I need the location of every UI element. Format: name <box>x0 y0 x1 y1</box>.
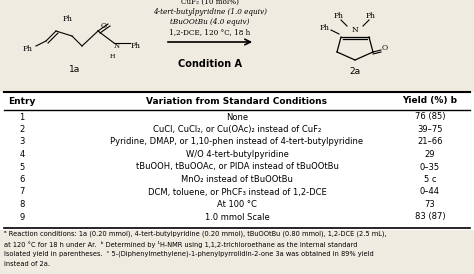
Text: tBuOOH, tBuOOAc, or PIDA instead of tBuOOtBu: tBuOOH, tBuOOAc, or PIDA instead of tBuO… <box>136 162 338 172</box>
Text: DCM, toluene, or PhCF₃ instead of 1,2-DCE: DCM, toluene, or PhCF₃ instead of 1,2-DC… <box>147 187 327 196</box>
Text: Ph: Ph <box>63 15 73 23</box>
Text: 2a: 2a <box>349 67 361 76</box>
Text: 21–66: 21–66 <box>417 138 443 147</box>
Text: 5 c: 5 c <box>424 175 436 184</box>
Text: N: N <box>352 26 358 34</box>
Text: 4: 4 <box>19 150 25 159</box>
Text: Variation from Standard Conditions: Variation from Standard Conditions <box>146 96 328 105</box>
Text: at 120 °C for 18 h under Ar.  ᵇ Determined by ¹H-NMR using 1,1,2-trichloroethane: at 120 °C for 18 h under Ar. ᵇ Determine… <box>4 241 357 247</box>
Text: 2: 2 <box>19 125 25 134</box>
Text: Ph: Ph <box>23 45 33 53</box>
Text: 1a: 1a <box>69 64 81 73</box>
Text: None: None <box>226 113 248 121</box>
Text: At 100 °C: At 100 °C <box>217 200 257 209</box>
Text: 9: 9 <box>19 213 25 221</box>
Text: instead of 2a.: instead of 2a. <box>4 261 50 267</box>
Text: 39–75: 39–75 <box>417 125 443 134</box>
Text: 73: 73 <box>425 200 436 209</box>
Text: H: H <box>109 53 115 59</box>
Text: N: N <box>114 42 120 50</box>
Text: W/O 4-tert-butylpyridine: W/O 4-tert-butylpyridine <box>185 150 289 159</box>
Text: ᵃ Reaction conditions: 1a (0.20 mmol), 4-tert-butylpyridine (0.20 mmol), tBuOOtB: ᵃ Reaction conditions: 1a (0.20 mmol), 4… <box>4 231 386 237</box>
Text: 8: 8 <box>19 200 25 209</box>
Text: 0–35: 0–35 <box>420 162 440 172</box>
Text: 1,2-DCE, 120 °C, 18 h: 1,2-DCE, 120 °C, 18 h <box>169 28 251 36</box>
Text: Ph: Ph <box>131 42 141 50</box>
Text: Ph: Ph <box>320 24 330 32</box>
Text: Pyridine, DMAP, or 1,10-phen instead of 4-tert-butylpyridine: Pyridine, DMAP, or 1,10-phen instead of … <box>110 138 364 147</box>
Text: 29: 29 <box>425 150 435 159</box>
Text: 76 (85): 76 (85) <box>415 113 445 121</box>
Text: 1: 1 <box>19 113 25 121</box>
Text: Yield (%) b: Yield (%) b <box>402 96 457 105</box>
Text: O: O <box>382 44 388 52</box>
Text: Ph: Ph <box>366 12 376 20</box>
Text: 1.0 mmol Scale: 1.0 mmol Scale <box>205 213 269 221</box>
Text: MnO₂ instead of tBuOOtBu: MnO₂ instead of tBuOOtBu <box>181 175 293 184</box>
Bar <box>0 92 474 230</box>
Text: 3: 3 <box>19 138 25 147</box>
Text: O: O <box>101 22 107 30</box>
Text: 5: 5 <box>19 162 25 172</box>
Text: 0–44: 0–44 <box>420 187 440 196</box>
Text: CuF₂ (10 mol%): CuF₂ (10 mol%) <box>181 0 239 6</box>
Text: Condition A: Condition A <box>178 59 242 69</box>
Text: tBuOOtBu (4.0 equiv): tBuOOtBu (4.0 equiv) <box>170 18 250 26</box>
Text: 6: 6 <box>19 175 25 184</box>
Text: Entry: Entry <box>9 96 36 105</box>
Text: Ph: Ph <box>334 12 344 20</box>
Text: CuCl, CuCl₂, or Cu(OAc)₂ instead of CuF₂: CuCl, CuCl₂, or Cu(OAc)₂ instead of CuF₂ <box>153 125 321 134</box>
Text: Isolated yield in parentheses.  ᶜ 5-(Diphenylmethylene)-1-phenylpyrrolidin-2-one: Isolated yield in parentheses. ᶜ 5-(Diph… <box>4 251 374 257</box>
Text: 7: 7 <box>19 187 25 196</box>
Text: 83 (87): 83 (87) <box>415 213 445 221</box>
Text: 4-tert-butylpyridine (1.0 equiv): 4-tert-butylpyridine (1.0 equiv) <box>153 8 267 16</box>
